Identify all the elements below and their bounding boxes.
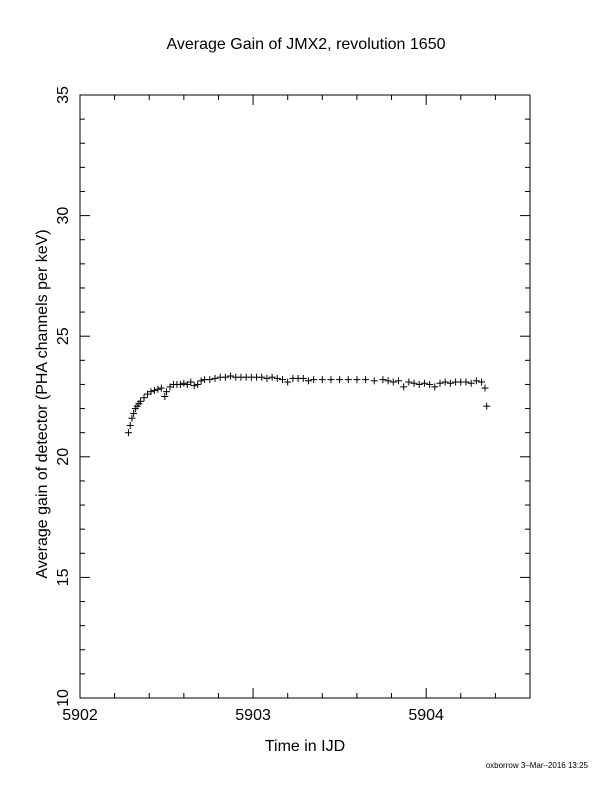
y-tick-label: 30 [55, 207, 72, 225]
data-point [154, 385, 162, 393]
data-point [299, 374, 307, 382]
plot-frame [79, 94, 531, 699]
data-point [273, 374, 281, 382]
data-point [462, 378, 470, 386]
data-point [150, 386, 158, 394]
data-point [481, 384, 489, 392]
y-axis-label: Average gain of detector (PHA channels p… [34, 229, 51, 579]
data-point [126, 421, 134, 429]
data-point [389, 378, 397, 386]
data-point [268, 373, 276, 381]
data-point [478, 378, 486, 386]
data-point [379, 376, 387, 384]
y-tick-label: 35 [55, 86, 72, 104]
data-point [415, 380, 423, 388]
data-point [258, 373, 266, 381]
data-point [420, 379, 428, 387]
chart-title: Average Gain of JMX2, revolution 1650 [166, 36, 446, 53]
data-point [197, 377, 205, 385]
ticks [79, 94, 531, 699]
data-point [472, 377, 480, 385]
data-point [194, 380, 202, 388]
data-point [410, 379, 418, 387]
data-point [130, 409, 138, 417]
data-point [362, 376, 370, 384]
data-point [211, 374, 219, 382]
data-point [140, 394, 148, 402]
data-point [157, 384, 165, 392]
tick-labels: 5902 5903 5904 10 15 20 25 30 35 [55, 86, 444, 724]
data-point [180, 379, 188, 387]
data-point [441, 378, 449, 386]
data-point [279, 376, 286, 384]
data-point [446, 379, 454, 387]
data-point [187, 378, 195, 386]
data-point [284, 378, 292, 386]
data-point [176, 380, 184, 388]
y-tick-label: 15 [55, 568, 72, 586]
data-point [327, 376, 335, 384]
data-point [370, 377, 378, 385]
data-point [353, 376, 361, 384]
data-point [344, 376, 352, 384]
data-point [221, 373, 229, 381]
data-point [128, 414, 136, 422]
footer-timestamp: oxborrow 3–Mar–2016 13:25 [485, 761, 588, 770]
data-point [227, 372, 235, 380]
y-tick-label: 25 [55, 327, 72, 345]
x-tick-label: 5902 [62, 707, 98, 724]
y-tick-label: 10 [55, 689, 72, 707]
x-axis-label: Time in IJD [264, 738, 346, 755]
data-point [405, 378, 413, 386]
x-tick-label: 5904 [408, 707, 444, 724]
data-point [161, 393, 169, 400]
data-point [431, 383, 439, 391]
data-point [206, 376, 214, 384]
data-point [426, 380, 434, 388]
data-point [384, 377, 392, 385]
data-point [394, 377, 402, 385]
data-point [336, 376, 344, 384]
data-point [124, 429, 132, 437]
data-point [318, 376, 326, 384]
data-point [147, 388, 155, 396]
data-point [400, 383, 408, 391]
data-point [483, 402, 491, 410]
data-point [436, 379, 444, 387]
data-point [263, 374, 271, 382]
y-tick-label: 20 [55, 448, 72, 466]
data-point [304, 377, 312, 385]
data-point [310, 376, 318, 384]
x-tick-label: 5903 [235, 707, 271, 724]
data-point [467, 379, 475, 387]
data-point [163, 388, 171, 396]
data-point [137, 397, 145, 405]
data-point [190, 382, 198, 390]
data-points [124, 372, 491, 437]
